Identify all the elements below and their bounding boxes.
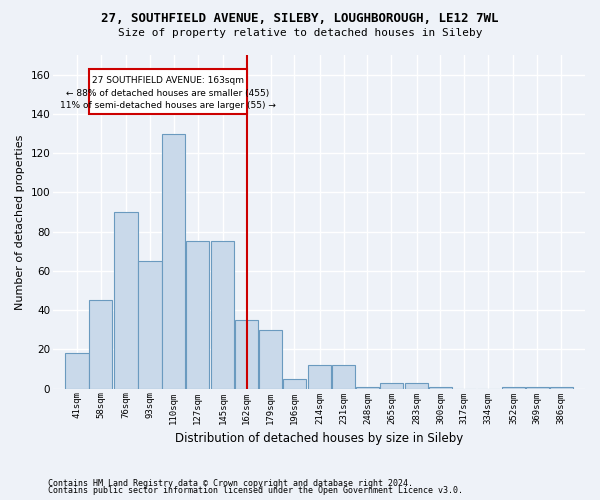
Bar xyxy=(259,330,282,388)
Bar xyxy=(162,134,185,388)
Bar xyxy=(115,212,137,388)
Bar xyxy=(502,386,525,388)
Text: 27, SOUTHFIELD AVENUE, SILEBY, LOUGHBOROUGH, LE12 7WL: 27, SOUTHFIELD AVENUE, SILEBY, LOUGHBORO… xyxy=(101,12,499,26)
Bar xyxy=(139,261,161,388)
Bar xyxy=(186,242,209,388)
Bar xyxy=(332,365,355,388)
Bar xyxy=(429,386,452,388)
Bar xyxy=(211,242,235,388)
Bar xyxy=(283,379,306,388)
Text: 11% of semi-detached houses are larger (55) →: 11% of semi-detached houses are larger (… xyxy=(60,102,276,110)
Bar xyxy=(65,354,89,388)
Bar xyxy=(308,365,331,388)
Bar xyxy=(235,320,259,388)
Text: Size of property relative to detached houses in Sileby: Size of property relative to detached ho… xyxy=(118,28,482,38)
Y-axis label: Number of detached properties: Number of detached properties xyxy=(15,134,25,310)
FancyBboxPatch shape xyxy=(89,68,247,114)
X-axis label: Distribution of detached houses by size in Sileby: Distribution of detached houses by size … xyxy=(175,432,463,445)
Text: ← 88% of detached houses are smaller (455): ← 88% of detached houses are smaller (45… xyxy=(66,89,269,98)
Text: Contains HM Land Registry data © Crown copyright and database right 2024.: Contains HM Land Registry data © Crown c… xyxy=(48,478,413,488)
Bar xyxy=(550,386,573,388)
Text: Contains public sector information licensed under the Open Government Licence v3: Contains public sector information licen… xyxy=(48,486,463,495)
Bar xyxy=(89,300,112,388)
Bar xyxy=(405,383,428,388)
Bar xyxy=(356,386,379,388)
Text: 27 SOUTHFIELD AVENUE: 163sqm: 27 SOUTHFIELD AVENUE: 163sqm xyxy=(92,76,244,84)
Bar xyxy=(380,383,403,388)
Bar xyxy=(526,386,549,388)
